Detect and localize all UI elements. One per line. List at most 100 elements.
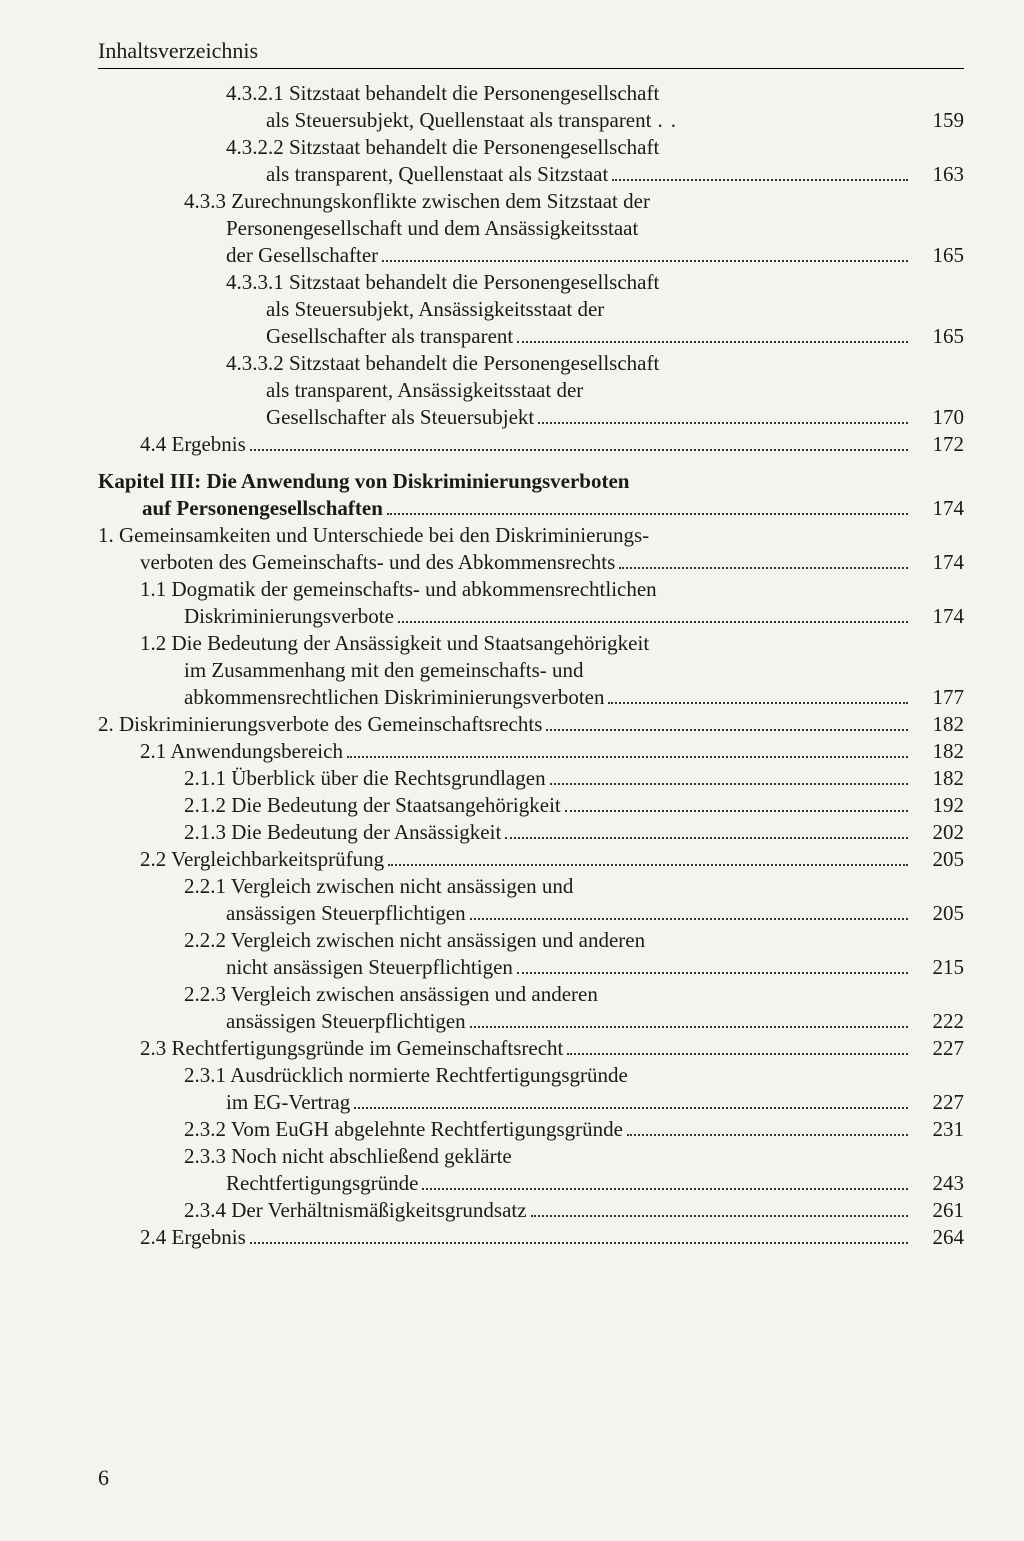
dot-leader: [608, 702, 908, 704]
toc-text: abkommensrechtlichen Diskriminierungsver…: [184, 685, 604, 710]
toc-text: 2.2.1 Vergleich zwischen nicht ansässige…: [184, 874, 573, 899]
table-of-contents: 4.3.2.1 Sitzstaat behandelt die Personen…: [98, 81, 964, 1250]
toc-page: 205: [912, 901, 964, 926]
toc-entry: 2.2.3 Vergleich zwischen ansässigen und …: [98, 982, 964, 1034]
toc-text: der Gesellschafter: [226, 243, 378, 268]
toc-entry: 2.2.2 Vergleich zwischen nicht ansässige…: [98, 928, 964, 980]
toc-text: 4.3.3.2 Sitzstaat behandelt die Personen…: [226, 351, 659, 376]
toc-page: 159: [912, 108, 964, 133]
toc-page: 202: [912, 820, 964, 845]
toc-entry: 2.1 Anwendungsbereich182: [98, 739, 964, 764]
toc-entry: 2.3.2 Vom EuGH abgelehnte Rechtfertigung…: [98, 1117, 964, 1142]
toc-text: 2.3.2 Vom EuGH abgelehnte Rechtfertigung…: [184, 1117, 623, 1142]
toc-entry: 2.1.3 Die Bedeutung der Ansässigkeit 202: [98, 820, 964, 845]
toc-entry: 4.3.3 Zurechnungskonflikte zwischen dem …: [98, 189, 964, 268]
toc-text: 4.3.2.1 Sitzstaat behandelt die Personen…: [226, 81, 659, 106]
toc-text: 1.2 Die Bedeutung der Ansässigkeit und S…: [140, 631, 649, 656]
toc-text: im Zusammenhang mit den gemeinschafts- u…: [184, 658, 584, 683]
toc-text: 4.4 Ergebnis: [140, 432, 246, 457]
dot-leader: [517, 972, 908, 974]
toc-text: 2.1.3 Die Bedeutung der Ansässigkeit: [184, 820, 501, 845]
toc-page: 170: [912, 405, 964, 430]
dot-leader: [567, 1053, 908, 1055]
toc-page: 192: [912, 793, 964, 818]
toc-text: 2.1.1 Überblick über die Rechtsgrundlage…: [184, 766, 546, 791]
toc-entry: Kapitel III: Die Anwendung von Diskrimin…: [98, 469, 964, 521]
toc-text: 2.3.4 Der Verhältnismäßigkeitsgrundsatz: [184, 1198, 527, 1223]
dot-leader: [422, 1188, 908, 1190]
toc-page: 174: [912, 604, 964, 629]
dot-leader: [382, 260, 908, 262]
toc-text: verboten des Gemeinschafts- und des Abko…: [140, 550, 615, 575]
toc-text: nicht ansässigen Steuerpflichtigen: [226, 955, 513, 980]
toc-page: 182: [912, 712, 964, 737]
toc-text: 2.4 Ergebnis: [140, 1225, 246, 1250]
toc-page: 227: [912, 1090, 964, 1115]
dot-leader: [627, 1134, 908, 1136]
dot-leader: [546, 729, 908, 731]
dot-leader: [250, 1242, 908, 1244]
toc-entry: 2.2.1 Vergleich zwischen nicht ansässige…: [98, 874, 964, 926]
toc-text: Kapitel III: Die Anwendung von Diskrimin…: [98, 469, 629, 494]
toc-text: 2.2.3 Vergleich zwischen ansässigen und …: [184, 982, 598, 1007]
toc-text: Diskriminierungsverbote: [184, 604, 394, 629]
dot-leader: [531, 1215, 908, 1217]
toc-text: als transparent, Ansässigkeitsstaat der: [266, 378, 583, 403]
toc-page: 163: [912, 162, 964, 187]
toc-entry: 4.3.3.1 Sitzstaat behandelt die Personen…: [98, 270, 964, 349]
toc-page: 177: [912, 685, 964, 710]
toc-text: 2.1 Anwendungsbereich: [140, 739, 343, 764]
toc-entry: 2.1.1 Überblick über die Rechtsgrundlage…: [98, 766, 964, 791]
toc-text: 2.2.2 Vergleich zwischen nicht ansässige…: [184, 928, 645, 953]
toc-entry: 2.1.2 Die Bedeutung der Staatsangehörigk…: [98, 793, 964, 818]
toc-entry: 1. Gemeinsamkeiten und Unterschiede bei …: [98, 523, 964, 575]
dot-leader: [470, 1026, 908, 1028]
dot-leader: [470, 918, 908, 920]
toc-text: 4.3.3 Zurechnungskonflikte zwischen dem …: [184, 189, 650, 214]
dot-leader: [388, 864, 908, 866]
toc-text: als Steuersubjekt, Ansässigkeitsstaat de…: [266, 297, 604, 322]
toc-page: 231: [912, 1117, 964, 1142]
toc-text: 2.1.2 Die Bedeutung der Staatsangehörigk…: [184, 793, 561, 818]
toc-text: ansässigen Steuerpflichtigen: [226, 1009, 466, 1034]
toc-page: 165: [912, 324, 964, 349]
toc-page: 215: [912, 955, 964, 980]
toc-text: 1. Gemeinsamkeiten und Unterschiede bei …: [98, 523, 649, 548]
toc-page: 182: [912, 766, 964, 791]
toc-text: im EG-Vertrag: [226, 1090, 350, 1115]
toc-text: 2.3.3 Noch nicht abschließend geklärte: [184, 1144, 512, 1169]
toc-entry: 4.3.2.1 Sitzstaat behandelt die Personen…: [98, 81, 964, 133]
toc-entry: 2.3.4 Der Verhältnismäßigkeitsgrundsatz2…: [98, 1198, 964, 1223]
toc-page: 222: [912, 1009, 964, 1034]
toc-page: 165: [912, 243, 964, 268]
toc-entry: 2.3.1 Ausdrücklich normierte Rechtfertig…: [98, 1063, 964, 1115]
toc-page: 205: [912, 847, 964, 872]
toc-entry: 2.3 Rechtfertigungsgründe im Gemeinschaf…: [98, 1036, 964, 1061]
toc-text: Gesellschafter als transparent: [266, 324, 513, 349]
toc-text: Personengesellschaft und dem Ansässigkei…: [226, 216, 638, 241]
dot-leader: [354, 1107, 908, 1109]
toc-text: 2.3 Rechtfertigungsgründe im Gemeinschaf…: [140, 1036, 563, 1061]
dot-leader: [538, 422, 908, 424]
toc-page: 172: [912, 432, 964, 457]
dot-leader: [550, 783, 908, 785]
dot-leader: [619, 567, 908, 569]
toc-text: als Steuersubjekt, Quellenstaat als tran…: [266, 108, 651, 133]
dot-leader: [398, 621, 908, 623]
toc-text: 4.3.3.1 Sitzstaat behandelt die Personen…: [226, 270, 659, 295]
dot-leader: [347, 756, 908, 758]
header-title: Inhaltsverzeichnis: [98, 38, 964, 69]
page-number: 6: [98, 1465, 109, 1491]
toc-text: 2.3.1 Ausdrücklich normierte Rechtfertig…: [184, 1063, 628, 1088]
toc-entry: 1.2 Die Bedeutung der Ansässigkeit und S…: [98, 631, 964, 710]
toc-entry: 2.3.3 Noch nicht abschließend geklärte00…: [98, 1144, 964, 1196]
toc-entry: 4.3.2.2 Sitzstaat behandelt die Personen…: [98, 135, 964, 187]
dot-leader: [517, 341, 908, 343]
toc-entry: 2.2 Vergleichbarkeitsprüfung 205: [98, 847, 964, 872]
toc-text: 2.2 Vergleichbarkeitsprüfung: [140, 847, 384, 872]
dot-leader: [612, 179, 908, 181]
dot-leader: [250, 449, 908, 451]
toc-entry: 2. Diskriminierungsverbote des Gemeinsch…: [98, 712, 964, 737]
toc-text: auf Personengesellschaften: [142, 496, 383, 521]
toc-text: Gesellschafter als Steuersubjekt: [266, 405, 534, 430]
